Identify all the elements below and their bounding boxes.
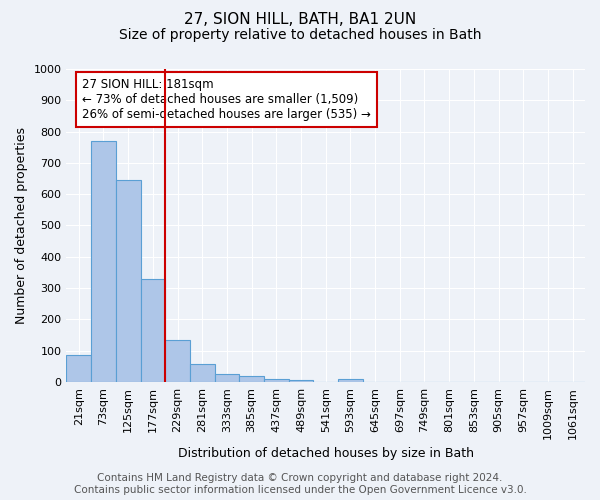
Bar <box>338 379 363 382</box>
Bar <box>165 340 190 382</box>
Bar <box>190 364 215 382</box>
Text: Size of property relative to detached houses in Bath: Size of property relative to detached ho… <box>119 28 481 42</box>
Bar <box>116 180 140 382</box>
Bar <box>289 380 313 382</box>
Bar <box>67 356 91 382</box>
Text: 27, SION HILL, BATH, BA1 2UN: 27, SION HILL, BATH, BA1 2UN <box>184 12 416 28</box>
Bar <box>239 376 264 382</box>
Text: Contains HM Land Registry data © Crown copyright and database right 2024.
Contai: Contains HM Land Registry data © Crown c… <box>74 474 526 495</box>
Bar <box>264 379 289 382</box>
Bar <box>91 141 116 382</box>
Bar <box>215 374 239 382</box>
Text: 27 SION HILL: 181sqm
← 73% of detached houses are smaller (1,509)
26% of semi-de: 27 SION HILL: 181sqm ← 73% of detached h… <box>82 78 371 122</box>
X-axis label: Distribution of detached houses by size in Bath: Distribution of detached houses by size … <box>178 447 474 460</box>
Y-axis label: Number of detached properties: Number of detached properties <box>15 127 28 324</box>
Bar <box>140 278 165 382</box>
